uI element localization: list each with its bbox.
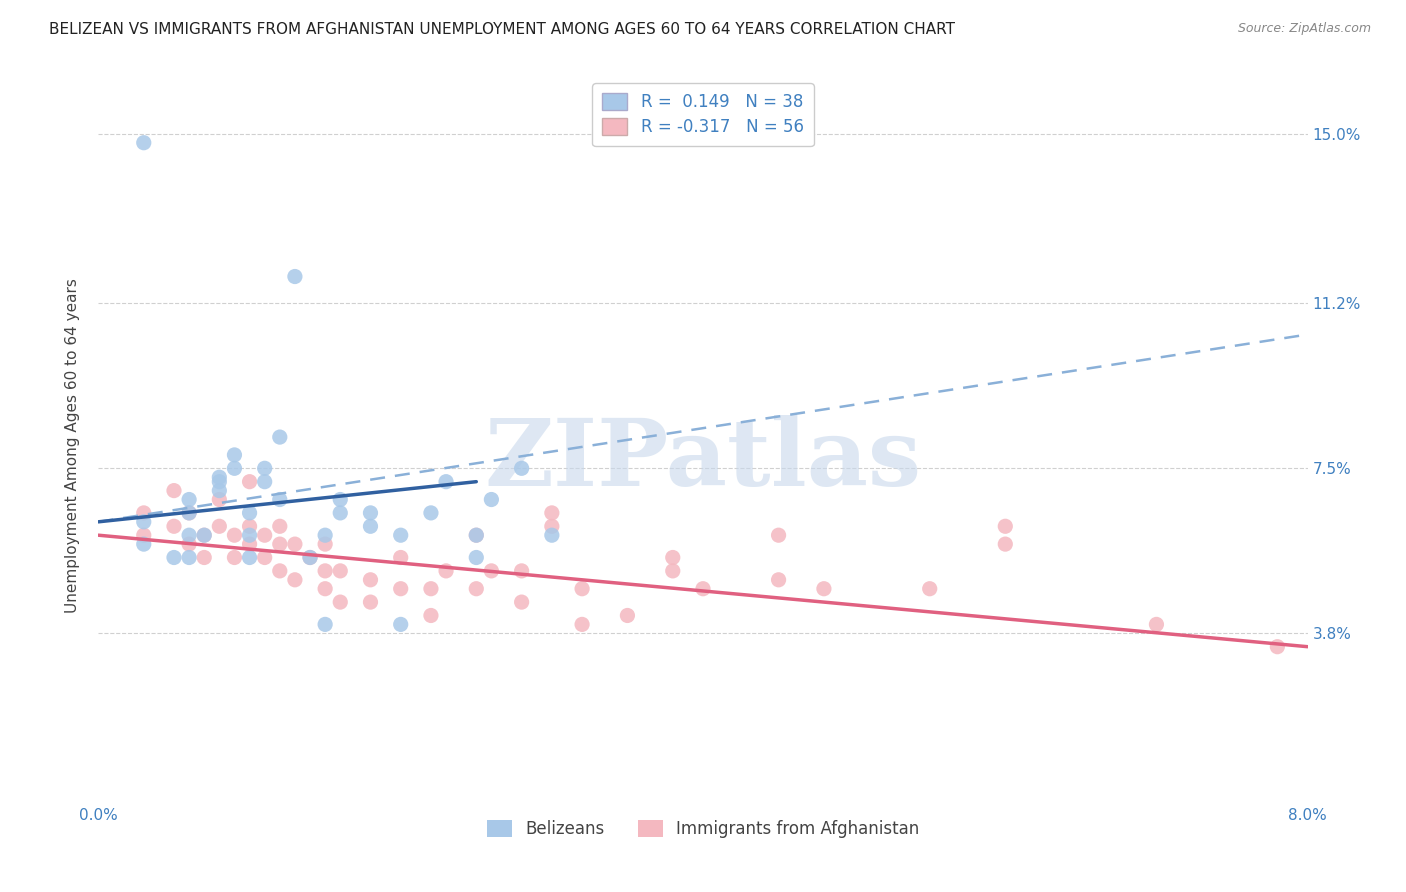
Point — [389, 550, 412, 565]
Point — [571, 582, 593, 596]
Point — [284, 573, 307, 587]
Point — [208, 483, 231, 498]
Point — [253, 550, 276, 565]
Point — [540, 528, 562, 542]
Point — [239, 506, 262, 520]
Point — [314, 617, 336, 632]
Point — [510, 564, 533, 578]
Point — [661, 550, 683, 565]
Point — [239, 537, 262, 551]
Point — [465, 582, 488, 596]
Point — [239, 475, 262, 489]
Point — [329, 492, 352, 507]
Point — [239, 550, 262, 565]
Point — [389, 582, 412, 596]
Point — [179, 528, 201, 542]
Point — [179, 506, 201, 520]
Point — [132, 537, 155, 551]
Point — [208, 475, 231, 489]
Point — [510, 595, 533, 609]
Point — [179, 537, 201, 551]
Text: Source: ZipAtlas.com: Source: ZipAtlas.com — [1237, 22, 1371, 36]
Point — [163, 519, 186, 533]
Point — [994, 519, 1017, 533]
Y-axis label: Unemployment Among Ages 60 to 64 years: Unemployment Among Ages 60 to 64 years — [65, 278, 80, 614]
Point — [918, 582, 941, 596]
Point — [661, 564, 683, 578]
Point — [224, 461, 246, 475]
Point — [768, 573, 790, 587]
Point — [420, 608, 443, 623]
Point — [314, 582, 336, 596]
Point — [163, 483, 186, 498]
Point — [329, 506, 352, 520]
Point — [360, 519, 382, 533]
Point — [540, 506, 562, 520]
Point — [284, 269, 307, 284]
Legend: Belizeans, Immigrants from Afghanistan: Belizeans, Immigrants from Afghanistan — [479, 813, 927, 845]
Point — [1267, 640, 1289, 654]
Text: ZIPatlas: ZIPatlas — [485, 416, 921, 505]
Point — [284, 537, 307, 551]
Point — [994, 537, 1017, 551]
Point — [510, 461, 533, 475]
Point — [224, 550, 246, 565]
Point — [571, 617, 593, 632]
Point — [692, 582, 714, 596]
Point — [481, 492, 503, 507]
Point — [224, 528, 246, 542]
Point — [465, 550, 488, 565]
Point — [132, 506, 155, 520]
Point — [329, 595, 352, 609]
Point — [132, 515, 155, 529]
Point — [132, 136, 155, 150]
Point — [239, 528, 262, 542]
Point — [179, 550, 201, 565]
Point — [768, 528, 790, 542]
Point — [132, 528, 155, 542]
Point — [434, 475, 457, 489]
Point — [314, 564, 336, 578]
Point — [299, 550, 322, 565]
Point — [193, 528, 215, 542]
Point — [253, 528, 276, 542]
Point — [269, 564, 291, 578]
Point — [420, 582, 443, 596]
Point — [1146, 617, 1168, 632]
Point — [193, 528, 215, 542]
Point — [465, 528, 488, 542]
Point — [224, 448, 246, 462]
Point — [208, 519, 231, 533]
Point — [389, 617, 412, 632]
Point — [253, 461, 276, 475]
Point — [420, 506, 443, 520]
Point — [616, 608, 638, 623]
Point — [465, 528, 488, 542]
Point — [269, 430, 291, 444]
Point — [299, 550, 322, 565]
Point — [481, 564, 503, 578]
Point — [208, 492, 231, 507]
Text: BELIZEAN VS IMMIGRANTS FROM AFGHANISTAN UNEMPLOYMENT AMONG AGES 60 TO 64 YEARS C: BELIZEAN VS IMMIGRANTS FROM AFGHANISTAN … — [49, 22, 955, 37]
Point — [813, 582, 835, 596]
Point — [239, 519, 262, 533]
Point — [269, 519, 291, 533]
Point — [208, 470, 231, 484]
Point — [163, 550, 186, 565]
Point — [434, 564, 457, 578]
Point — [253, 475, 276, 489]
Point — [314, 537, 336, 551]
Point — [269, 537, 291, 551]
Point — [179, 506, 201, 520]
Point — [193, 550, 215, 565]
Point — [329, 564, 352, 578]
Point — [314, 528, 336, 542]
Point — [360, 573, 382, 587]
Point — [360, 506, 382, 520]
Point — [389, 528, 412, 542]
Point — [269, 492, 291, 507]
Point — [540, 519, 562, 533]
Point — [179, 492, 201, 507]
Point — [360, 595, 382, 609]
